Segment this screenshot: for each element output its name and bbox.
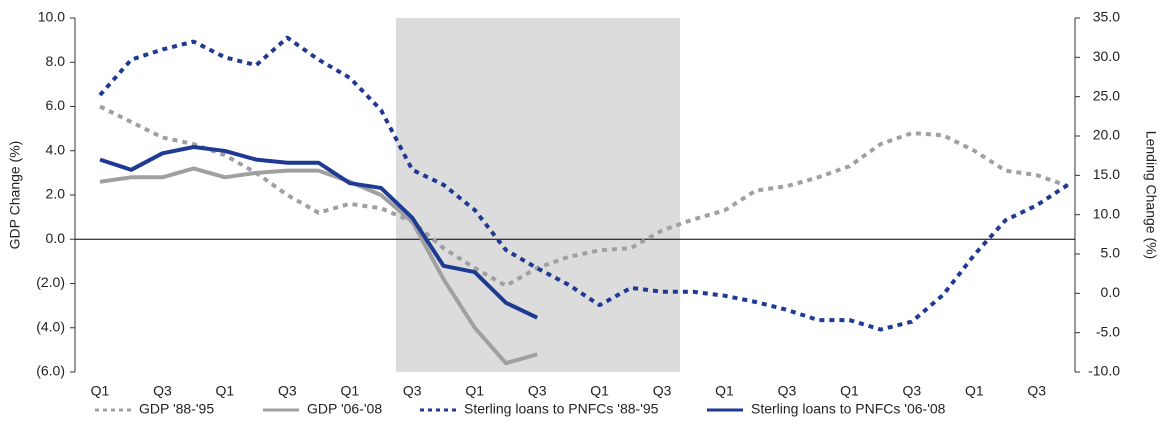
x-tick-label: Q1 bbox=[216, 383, 235, 399]
x-tick-label: Q1 bbox=[590, 383, 609, 399]
y2-tick-label: -5.0 bbox=[1096, 323, 1120, 339]
y-tick-label: 8.0 bbox=[46, 53, 66, 69]
x-tick-label: Q3 bbox=[778, 383, 797, 399]
y2-tick-label: -10.0 bbox=[1088, 363, 1120, 379]
y-tick-label: 2.0 bbox=[46, 186, 66, 202]
x-tick-label: Q3 bbox=[903, 383, 922, 399]
legend-label: Sterling loans to PNFCs '88-'95 bbox=[464, 401, 659, 417]
x-tick-label: Q3 bbox=[528, 383, 547, 399]
y2-tick-label: 25.0 bbox=[1093, 87, 1120, 103]
legend-label: GDP '88-'95 bbox=[139, 401, 214, 417]
y2-tick-label: 15.0 bbox=[1093, 166, 1120, 182]
y2-tick-label: 0.0 bbox=[1101, 284, 1121, 300]
legend-label: Sterling loans to PNFCs '06-'08 bbox=[751, 401, 946, 417]
y-axis-label: GDP Change (%) bbox=[7, 141, 23, 250]
x-tick-label: Q3 bbox=[653, 383, 672, 399]
y2-tick-label: 5.0 bbox=[1101, 245, 1121, 261]
y-tick-label: (2.0) bbox=[36, 274, 65, 290]
y-tick-label: 0.0 bbox=[46, 230, 66, 246]
x-tick-label: Q1 bbox=[340, 383, 359, 399]
x-tick-label: Q3 bbox=[403, 383, 422, 399]
x-tick-label: Q1 bbox=[465, 383, 484, 399]
x-tick-label: Q1 bbox=[965, 383, 984, 399]
series-line bbox=[99, 104, 1069, 288]
series-line bbox=[99, 166, 538, 366]
y2-tick-label: 30.0 bbox=[1093, 48, 1120, 64]
y2-tick-label: 10.0 bbox=[1093, 205, 1120, 221]
y-tick-label: 10.0 bbox=[38, 9, 65, 25]
x-tick-label: Q1 bbox=[91, 383, 110, 399]
x-tick-label: Q3 bbox=[278, 383, 297, 399]
y-tick-label: (6.0) bbox=[36, 363, 65, 379]
x-tick-label: Q3 bbox=[153, 383, 172, 399]
y-tick-label: (4.0) bbox=[36, 318, 65, 334]
y2-tick-label: 35.0 bbox=[1093, 9, 1120, 25]
y2-tick-label: 20.0 bbox=[1093, 127, 1120, 143]
series-line bbox=[98, 35, 1070, 332]
shaded-period bbox=[396, 18, 680, 372]
y2-axis-label: Lending Change (%) bbox=[1143, 131, 1159, 259]
y-tick-label: 4.0 bbox=[46, 141, 66, 157]
x-tick-label: Q3 bbox=[1027, 383, 1046, 399]
y-tick-label: 6.0 bbox=[46, 97, 66, 113]
x-tick-label: Q1 bbox=[715, 383, 734, 399]
legend-label: GDP '06-'08 bbox=[307, 401, 382, 417]
series-line bbox=[99, 145, 539, 320]
x-tick-label: Q1 bbox=[840, 383, 859, 399]
